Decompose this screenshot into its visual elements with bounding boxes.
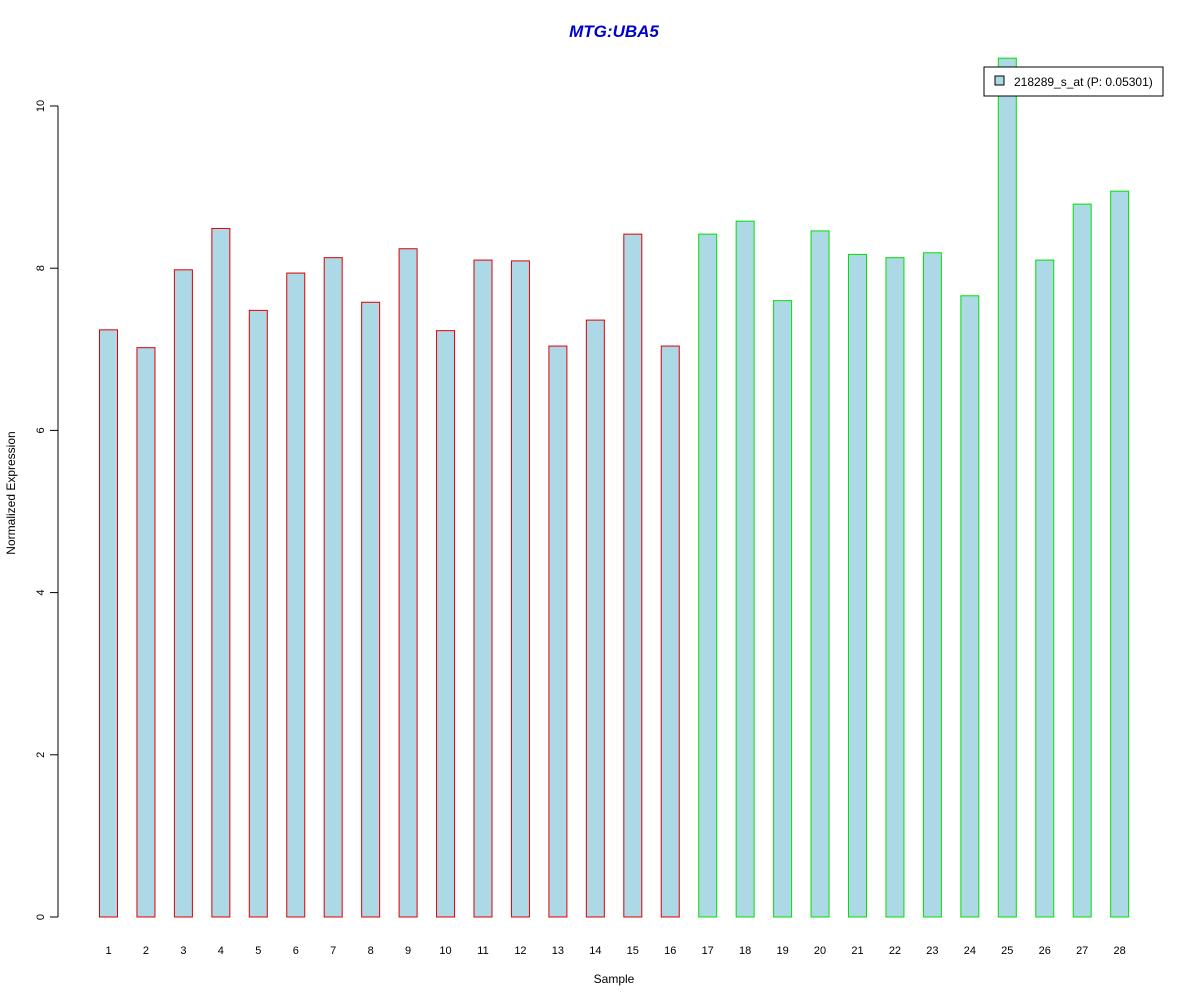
y-tick-label: 6 bbox=[35, 427, 47, 433]
x-tick-label: 13 bbox=[552, 945, 564, 957]
bar-sample-28 bbox=[1110, 190, 1130, 918]
x-tick-label: 3 bbox=[180, 945, 186, 957]
bar-sample-15 bbox=[623, 233, 643, 918]
bar-sample-25 bbox=[997, 57, 1017, 918]
x-tick-label: 23 bbox=[926, 945, 938, 957]
x-tick-label: 8 bbox=[368, 945, 374, 957]
y-axis-label: Normalized Expression bbox=[4, 431, 18, 554]
x-tick-label: 21 bbox=[851, 945, 863, 957]
bar-sample-10 bbox=[436, 330, 456, 918]
bar-sample-9 bbox=[398, 248, 418, 918]
bar-sample-6 bbox=[286, 272, 306, 918]
bar-sample-17 bbox=[698, 233, 718, 918]
x-tick-label: 2 bbox=[143, 945, 149, 957]
y-tick-label: 2 bbox=[35, 752, 47, 758]
x-tick-label: 27 bbox=[1076, 945, 1088, 957]
x-tick-label: 1 bbox=[105, 945, 111, 957]
y-tick-label: 4 bbox=[35, 590, 47, 596]
x-tick-label: 14 bbox=[589, 945, 601, 957]
x-axis-label: Sample bbox=[594, 972, 635, 986]
bar-sample-14 bbox=[585, 319, 605, 918]
bar-sample-12 bbox=[510, 260, 530, 918]
bar-sample-1 bbox=[99, 329, 118, 918]
bar-sample-22 bbox=[885, 257, 905, 918]
bar-sample-26 bbox=[1035, 259, 1055, 918]
x-tick-label: 26 bbox=[1039, 945, 1051, 957]
bar-sample-23 bbox=[922, 252, 942, 918]
bar-sample-8 bbox=[361, 301, 381, 918]
legend: 218289_s_at (P: 0.05301) bbox=[983, 66, 1164, 97]
x-tick-label: 7 bbox=[330, 945, 336, 957]
bar-sample-13 bbox=[548, 345, 568, 918]
bar-sample-11 bbox=[473, 259, 493, 918]
x-tick-label: 10 bbox=[439, 945, 451, 957]
x-tick-label: 4 bbox=[218, 945, 224, 957]
bar-sample-16 bbox=[660, 345, 680, 918]
x-tick-label: 6 bbox=[293, 945, 299, 957]
y-tick-label: 8 bbox=[35, 265, 47, 271]
x-tick-labels: 1 2 3 4 5 6 7 8 9 10 11 12 13 14 15 16 17 18 19 20 21 22 23 24 2… bbox=[105, 945, 1125, 957]
x-tick-label: 18 bbox=[739, 945, 751, 957]
bar-sample-19 bbox=[773, 300, 793, 918]
legend-entry-label: 218289_s_at (P: 0.05301) bbox=[1014, 75, 1153, 89]
y-axis: 0 2 4 6 8 10 bbox=[35, 100, 59, 920]
y-tick-label: 0 bbox=[35, 914, 47, 920]
x-tick-label: 22 bbox=[889, 945, 901, 957]
bar-sample-7 bbox=[323, 257, 343, 918]
bars-group bbox=[99, 57, 1130, 918]
bar-sample-24 bbox=[960, 295, 980, 918]
legend-box bbox=[983, 66, 1164, 97]
bar-sample-4 bbox=[211, 227, 231, 918]
x-tick-label: 15 bbox=[627, 945, 639, 957]
bar-sample-21 bbox=[848, 253, 867, 918]
x-tick-label: 16 bbox=[664, 945, 676, 957]
x-tick-label: 19 bbox=[776, 945, 788, 957]
x-tick-label: 11 bbox=[477, 945, 488, 957]
y-tick-label: 10 bbox=[35, 100, 47, 112]
x-tick-label: 24 bbox=[964, 945, 976, 957]
bar-sample-18 bbox=[735, 220, 755, 918]
x-tick-label: 17 bbox=[702, 945, 714, 957]
legend-swatch bbox=[994, 75, 1005, 86]
bar-sample-5 bbox=[248, 309, 268, 918]
x-tick-label: 25 bbox=[1001, 945, 1013, 957]
bar-sample-2 bbox=[136, 347, 156, 918]
bar-sample-20 bbox=[810, 230, 830, 918]
x-tick-label: 5 bbox=[255, 945, 261, 957]
x-tick-label: 28 bbox=[1114, 945, 1126, 957]
x-tick-label: 20 bbox=[814, 945, 826, 957]
x-tick-label: 9 bbox=[405, 945, 411, 957]
bar-sample-27 bbox=[1072, 203, 1092, 918]
chart-title: MTG:UBA5 bbox=[569, 22, 659, 41]
x-tick-label: 12 bbox=[514, 945, 526, 957]
bar-sample-3 bbox=[173, 269, 193, 918]
